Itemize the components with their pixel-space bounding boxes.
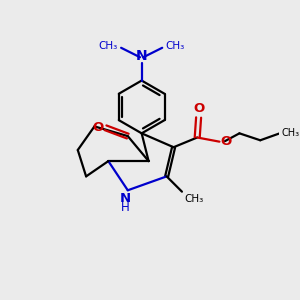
Text: CH₃: CH₃ bbox=[165, 41, 184, 51]
Text: CH₃: CH₃ bbox=[99, 41, 118, 51]
Text: N: N bbox=[136, 49, 148, 63]
Text: CH₃: CH₃ bbox=[282, 128, 300, 138]
Text: O: O bbox=[220, 135, 232, 148]
Text: CH₃: CH₃ bbox=[184, 194, 203, 204]
Text: O: O bbox=[193, 102, 204, 115]
Text: N: N bbox=[120, 193, 131, 206]
Text: O: O bbox=[92, 121, 103, 134]
Text: H: H bbox=[121, 201, 130, 214]
